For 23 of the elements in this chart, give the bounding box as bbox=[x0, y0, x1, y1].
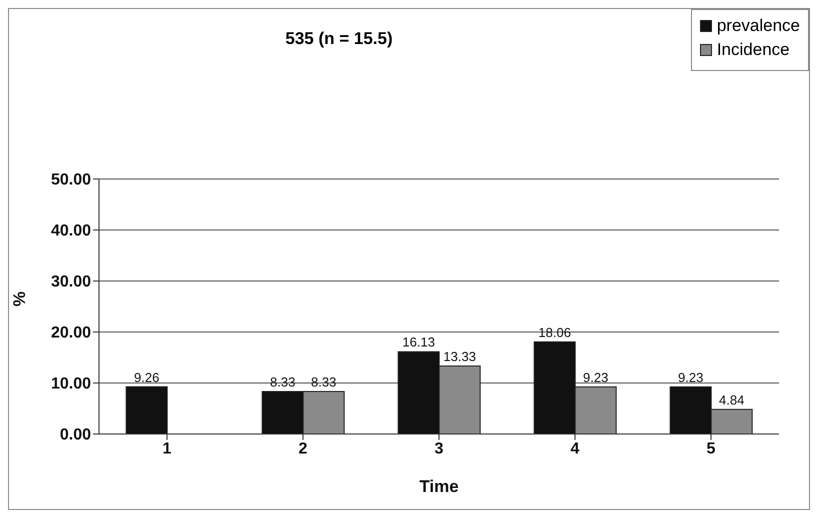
x-tick-label: 3 bbox=[434, 440, 444, 458]
legend-label: prevalence bbox=[716, 16, 800, 36]
x-tick-label: 1 bbox=[162, 440, 172, 458]
y-tick-label: 0.00 bbox=[60, 426, 92, 444]
data-label: 16.13 bbox=[402, 334, 435, 350]
x-tick-label: 2 bbox=[298, 440, 308, 458]
y-tick-label: 20.00 bbox=[50, 324, 92, 342]
data-label: 4.84 bbox=[719, 392, 744, 408]
x-tick-label: 4 bbox=[570, 440, 580, 458]
y-tick-label: 50.00 bbox=[50, 172, 92, 189]
data-label: 9.23 bbox=[583, 370, 608, 385]
legend-label: Incidence bbox=[716, 40, 790, 60]
x-tick-label: 5 bbox=[706, 440, 716, 458]
bar bbox=[126, 386, 168, 434]
chart-title: 535 (n = 15.5) bbox=[284, 29, 394, 49]
y-axis-title: % bbox=[10, 291, 30, 306]
data-label: 9.26 bbox=[134, 370, 160, 385]
y-tick-label: 10.00 bbox=[50, 376, 92, 393]
y-tick-label: 30.00 bbox=[50, 274, 92, 291]
data-label: 13.33 bbox=[443, 349, 476, 364]
data-label: 9.23 bbox=[678, 370, 704, 385]
y-tick-label: 40.00 bbox=[50, 222, 92, 240]
x-axis-title: Time bbox=[419, 477, 459, 496]
